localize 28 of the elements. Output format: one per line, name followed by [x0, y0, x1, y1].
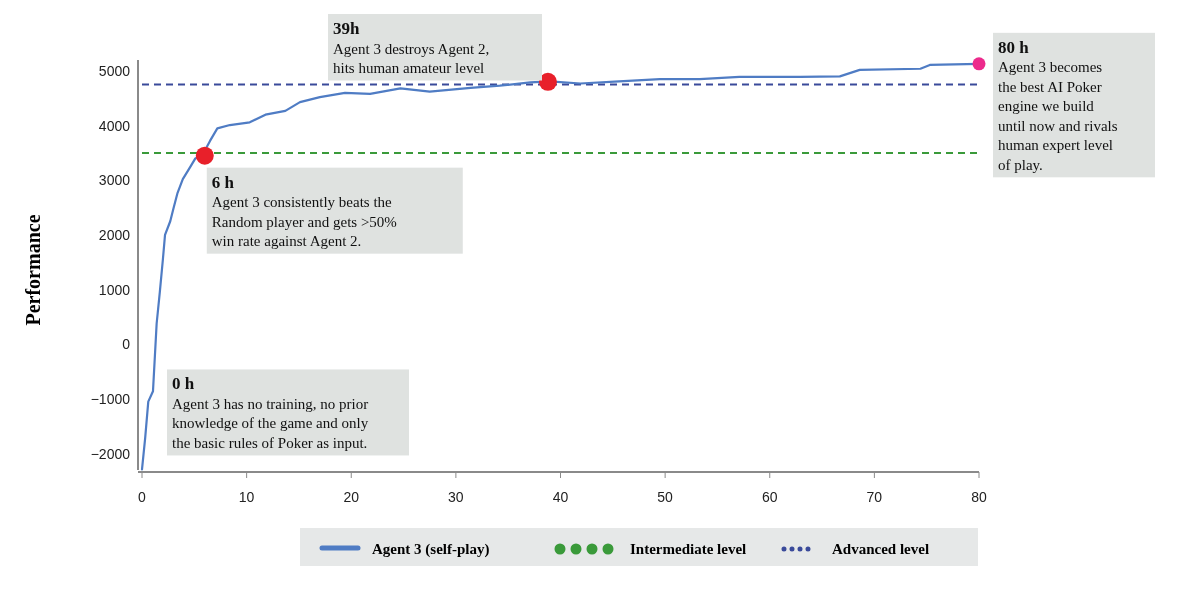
y-tick-label: −2000	[90, 445, 131, 462]
legend-label: Advanced level	[832, 541, 930, 557]
x-tick-label: 40	[552, 489, 569, 505]
legend-label: Intermediate level	[630, 541, 747, 557]
annotation: 6 h Agent 3 consistently beats the Random player and gets >50% win rate against Agent 2.	[211, 172, 397, 250]
y-axis-title: Performance	[22, 214, 44, 326]
point	[972, 57, 986, 71]
annotation: 0 h Agent 3 has no training, no prior knowledge of the game and only the basic rules of Poker as input.	[172, 374, 369, 451]
annotation: 80 h Agent 3 becomes the best AI Poker engine we build until now and rivals human expert level of play.	[998, 37, 1118, 173]
y-tick-label: −1000	[90, 390, 131, 407]
x-tick-label: 10	[238, 489, 255, 505]
x-tick-label: 50	[657, 489, 674, 505]
y-tick-label: 1000	[98, 281, 131, 298]
y-tick-label: 0	[122, 336, 131, 353]
annotation: 39h Agent 3 destroys Agent 2, hits human amateur level	[333, 19, 490, 76]
y-tick-label: 5000	[98, 62, 131, 79]
x-tick-label: 70	[866, 489, 883, 505]
x-tick-label: 30	[448, 489, 464, 505]
x-tick-label: 0	[138, 489, 147, 505]
x-tick-label: 20	[343, 489, 360, 505]
x-tick-label: 80	[971, 489, 987, 505]
y-tick-label: 2000	[98, 226, 131, 243]
y-tick-label: 3000	[98, 172, 131, 189]
point	[538, 72, 557, 91]
point	[195, 146, 214, 165]
x-tick-label: 60	[761, 489, 778, 505]
y-tick-label: 4000	[98, 117, 131, 134]
legend-label: Agent 3 (self-play)	[372, 541, 490, 558]
